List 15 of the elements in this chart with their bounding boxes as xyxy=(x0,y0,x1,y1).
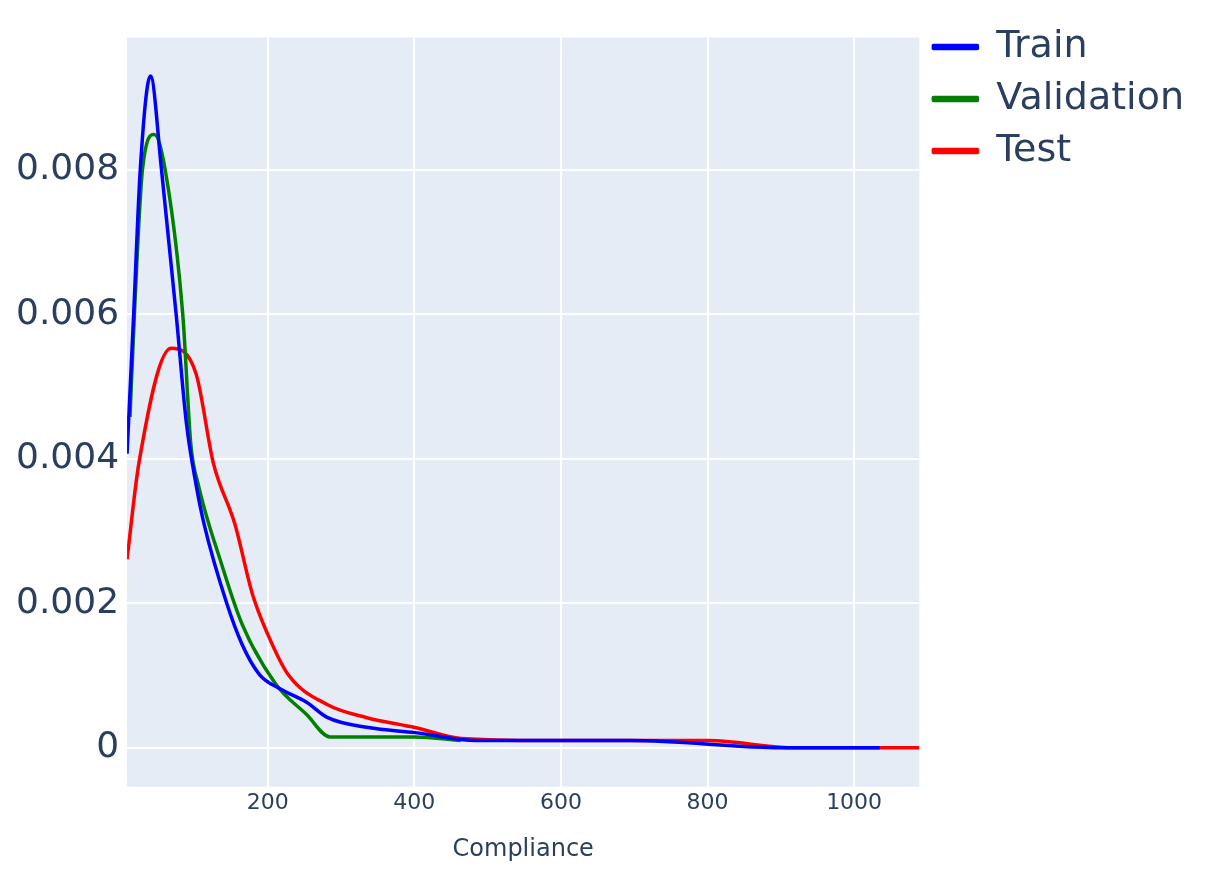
x-tick-label: 1000 xyxy=(826,788,883,814)
legend-label: Validation xyxy=(996,73,1185,118)
x-tick-label: 200 xyxy=(246,788,289,814)
y-tick-label: 0 xyxy=(96,724,120,766)
y-tick-label: 0.004 xyxy=(16,435,120,477)
x-axis-title: Compliance xyxy=(452,833,594,862)
y-tick-label: 0.002 xyxy=(16,579,120,621)
x-tick-label: 400 xyxy=(393,788,436,814)
y-tick-label: 0.006 xyxy=(16,290,120,332)
x-tick-label: 800 xyxy=(686,788,729,814)
legend-label: Train xyxy=(995,21,1088,66)
y-tick-label: 0.008 xyxy=(16,146,120,188)
x-tick-label: 600 xyxy=(539,788,582,814)
legend-label: Test xyxy=(995,125,1072,170)
line-series xyxy=(127,74,882,750)
